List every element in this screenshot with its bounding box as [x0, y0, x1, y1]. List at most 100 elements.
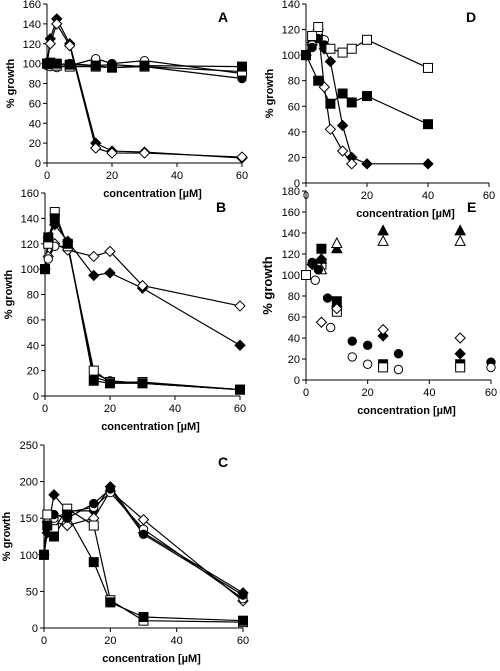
data-point-square-filled	[105, 597, 116, 608]
y-tick-label: 100	[20, 550, 38, 562]
x-tick-label: 20	[362, 387, 374, 399]
data-point-square-filled	[107, 62, 117, 73]
y-tick-label: 40	[288, 127, 300, 139]
y-tick-label: 80	[288, 291, 300, 303]
data-point-square-filled	[88, 557, 99, 568]
data-point-diamond-open	[234, 300, 246, 312]
data-point-diamond-open	[138, 147, 151, 159]
data-point-square-filled	[316, 243, 327, 254]
series-line-5	[44, 209, 241, 391]
data-point-triangle-open	[377, 234, 389, 246]
data-point-diamond-open	[236, 151, 248, 163]
y-tick-label: 120	[23, 39, 41, 51]
y-tick-label: 20	[29, 138, 41, 150]
chart-panel-c: 0 50 100 150 200 250 0 20 40 60 concentration [µM]…	[1, 440, 249, 665]
y-axis-label: % growth	[5, 58, 17, 108]
data-point-square-filled	[42, 520, 53, 531]
y-tick-label: 20	[27, 366, 39, 378]
data-point-square-open	[423, 62, 433, 73]
data-point-circle-filled	[347, 336, 357, 346]
data-point-square-open	[337, 47, 348, 58]
y-tick-label: 150	[20, 513, 38, 525]
y-tick-label: 20	[288, 152, 300, 164]
data-point-square-open	[325, 43, 336, 54]
data-point-square-filled	[138, 612, 149, 623]
x-tick-label: 60	[236, 170, 248, 182]
data-point-square-open	[88, 365, 99, 376]
series-line-1	[46, 17, 243, 159]
y-tick-label: 140	[282, 228, 300, 240]
series-line-4	[44, 216, 241, 391]
data-point-square-filled	[51, 58, 62, 69]
x-tick-label: 40	[171, 170, 183, 182]
y-tick-label: 60	[29, 98, 41, 110]
data-point-circle-filled	[313, 265, 324, 275]
data-point-square-open	[301, 270, 311, 280]
series-line-3	[43, 491, 244, 600]
y-tick-label: 200	[20, 477, 38, 489]
data-point-square-filled	[64, 59, 75, 70]
data-point-diamond-filled	[48, 489, 60, 501]
data-point-circle-open	[393, 364, 404, 375]
y-tick-label: 100	[282, 270, 300, 282]
x-tick-label: 20	[361, 190, 373, 202]
data-point-circle-filled	[307, 42, 317, 53]
data-point-square-filled	[137, 378, 148, 389]
x-axis-label: concentration [µM]	[356, 208, 455, 220]
series-line-2	[46, 22, 243, 158]
data-point-diamond-open	[90, 142, 102, 154]
y-tick-label: 100	[23, 59, 41, 71]
data-point-square-open	[307, 30, 318, 41]
x-tick-label: 0	[303, 387, 309, 399]
y-tick-label: 80	[288, 76, 300, 88]
data-point-diamond-open	[454, 332, 466, 344]
x-axis-label: concentration [µM]	[102, 653, 201, 665]
data-point-diamond-filled	[336, 119, 349, 132]
data-point-diamond-filled	[454, 348, 466, 360]
y-axis-label: % growth	[1, 511, 13, 561]
data-point-square-filled	[238, 615, 248, 626]
series-line-6	[44, 216, 241, 391]
y-tick-label: 160	[21, 188, 39, 200]
data-point-diamond-open	[88, 250, 100, 263]
data-point-circle-filled	[307, 257, 317, 268]
data-point-circle-filled	[362, 340, 373, 351]
data-point-square-filled	[313, 75, 324, 86]
data-point-diamond-open	[136, 279, 149, 292]
data-point-square-open	[362, 34, 372, 45]
data-point-square-filled	[337, 88, 348, 99]
x-tick-label: 60	[234, 403, 246, 415]
data-point-square-open	[455, 362, 466, 373]
data-point-diamond-open	[336, 145, 349, 157]
data-point-circle-filled	[105, 484, 116, 494]
chart-panel-b: 0 20 40 60 80 100 120 140 160 0 20 40 60 concentratio…	[3, 188, 246, 433]
y-tick-label: 40	[27, 340, 39, 352]
y-tick-label: 120	[21, 239, 39, 251]
data-point-square-filled	[39, 549, 49, 560]
data-point-diamond-open	[346, 158, 358, 170]
data-point-diamond-filled	[104, 267, 116, 279]
y-axis-label: % growth	[264, 68, 276, 118]
x-tick-label: 60	[485, 387, 497, 399]
data-point-square-filled	[423, 119, 433, 130]
x-tick-label: 20	[104, 635, 116, 647]
data-point-circle-filled	[138, 529, 149, 540]
y-tick-label: 0	[32, 623, 38, 635]
data-point-square-filled	[346, 97, 357, 108]
series-line-4	[43, 488, 244, 596]
data-point-circle-filled	[238, 590, 248, 600]
x-tick-label: 40	[422, 190, 434, 202]
y-tick-label: 140	[21, 213, 39, 225]
y-axis-label: % growth	[260, 256, 275, 315]
data-point-diamond-open	[331, 302, 343, 315]
data-point-diamond-filled	[377, 330, 389, 342]
data-point-circle-open	[486, 362, 496, 373]
data-point-square-filled	[362, 91, 372, 102]
data-point-square-open	[346, 43, 357, 54]
data-point-diamond-open	[61, 519, 73, 532]
data-point-diamond-filled	[422, 158, 434, 170]
x-axis-label: concentration [µM]	[101, 421, 200, 433]
y-tick-label: 0	[294, 178, 300, 190]
y-tick-label: 160	[23, 0, 41, 11]
data-point-square-filled	[90, 60, 101, 71]
